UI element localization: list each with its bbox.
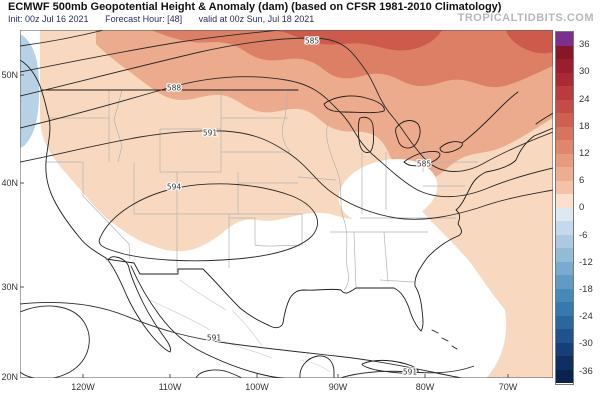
contour-591-north	[20, 130, 553, 220]
mexico-west-coast	[130, 265, 287, 378]
yucatan	[299, 355, 335, 378]
contour-value-label: 585	[305, 37, 320, 46]
axis-ticks	[20, 74, 509, 378]
colorbar-cell	[556, 356, 573, 370]
map-title: ECMWF 500mb Geopotential Height & Anomal…	[8, 1, 502, 13]
lon-tick-label: 120W	[71, 382, 95, 392]
colorbar-cell	[556, 234, 573, 249]
lat-tick-label: 30N	[1, 282, 18, 292]
colorbar-cell	[556, 72, 573, 87]
colorbar-tick-label: -36	[579, 365, 593, 377]
colorbar-cell	[556, 113, 573, 127]
gulf-east-coast	[282, 127, 553, 332]
colorbar-cell	[556, 59, 573, 73]
map-svg: 585 588 591 594 585 591 591	[20, 30, 553, 378]
colorbar-cell	[556, 207, 573, 222]
lon-tick-label: 70W	[498, 382, 518, 392]
cuba	[361, 359, 419, 374]
colorbar-cell	[556, 126, 573, 141]
anomaly-fills	[20, 30, 553, 378]
run-info: Init: 00z Jul 16 2021 Forecast Hour: [48…	[8, 14, 328, 24]
colorbar-tick-label: -30	[579, 338, 593, 350]
bahamas	[431, 329, 458, 350]
watermark: TROPICALTIDBITS.COM	[457, 12, 594, 24]
colorbar-tick-label: 0	[579, 202, 585, 214]
mexico-borders	[149, 279, 331, 373]
height-contours	[20, 30, 553, 378]
pacific-coast	[20, 59, 107, 259]
lake-ontario	[439, 141, 463, 153]
valid-time: valid at 00z Sun, Jul 18 2021	[198, 14, 315, 24]
colorbar-tick-label: 18	[579, 120, 590, 132]
init-time: Init: 00z Jul 16 2021	[8, 14, 89, 24]
lon-tick-label: 110W	[158, 382, 182, 392]
lon-tick-label: 80W	[415, 382, 435, 392]
contour-labels: 585 588 591 594 585 591 591	[166, 35, 433, 377]
colorbar-cell	[556, 194, 573, 208]
colorbar-cell	[556, 248, 573, 262]
contour-value-label: 591	[403, 368, 418, 377]
colorbar-tick-label: 36	[579, 39, 590, 51]
colorbar-tick-label: 12	[579, 147, 590, 159]
contour-585	[20, 37, 553, 172]
us-mexico-border	[105, 258, 284, 329]
colorbar-cell	[556, 342, 573, 357]
colorbar-tick-label: 24	[579, 93, 590, 105]
contour-value-label: 585	[417, 160, 432, 169]
colorbar-cell	[556, 86, 573, 100]
lat-tick-label: 20N	[1, 372, 18, 382]
state-borders	[46, 89, 478, 291]
contour-588	[20, 76, 553, 198]
map-area: 585 588 591 594 585 591 591	[20, 30, 553, 378]
colorbar-cell	[556, 275, 573, 289]
lon-tick-label: 90W	[328, 382, 348, 392]
contour-591-cuba	[339, 365, 475, 378]
colorbar-cell	[556, 288, 573, 303]
colorbar-cell	[556, 369, 573, 384]
colorbar-cell	[556, 45, 573, 60]
contour-value-label: 591	[203, 129, 218, 138]
contour-591-south	[20, 302, 463, 378]
colorbar-cell	[556, 315, 573, 330]
lake-erie	[403, 151, 441, 167]
colorbar-cells	[555, 31, 574, 385]
colorbar-cell	[556, 99, 573, 114]
contour-value-label: 588	[167, 84, 182, 93]
colorbar-tick-label: -18	[579, 283, 593, 295]
baja-peninsula	[107, 256, 171, 353]
colorbar-cell	[556, 221, 573, 235]
colorbar-cell	[556, 180, 573, 195]
colorbar-tick-label: -6	[579, 229, 588, 241]
colorbar-cell	[556, 140, 573, 154]
st-lawrence	[461, 91, 519, 144]
colorbar-cell	[556, 329, 573, 343]
lake-superior	[323, 95, 385, 114]
colorbar-tick-label: -12	[579, 256, 593, 268]
contour-value-label: 594	[167, 183, 182, 192]
colorbar-tick-label: 6	[579, 175, 585, 187]
lat-tick-label: 40N	[1, 178, 18, 188]
colorbar-cell	[556, 153, 573, 168]
lat-tick-label: 50N	[1, 70, 18, 80]
colorbar-cell	[556, 32, 573, 46]
colorbar-cell	[556, 261, 573, 276]
contour-value-label: 591	[207, 334, 222, 343]
contour-591-pacific-low	[20, 305, 90, 378]
coastline	[20, 59, 553, 378]
lon-tick-label: 100W	[245, 382, 269, 392]
contour-594	[98, 183, 318, 262]
colorbar-cell	[556, 167, 573, 181]
colorbar-cell	[556, 302, 573, 316]
colorbar-tick-label: 30	[579, 66, 590, 78]
colorbar-tick-label: -24	[579, 311, 593, 323]
forecast-hour: Forecast Hour: [48]	[105, 14, 183, 24]
